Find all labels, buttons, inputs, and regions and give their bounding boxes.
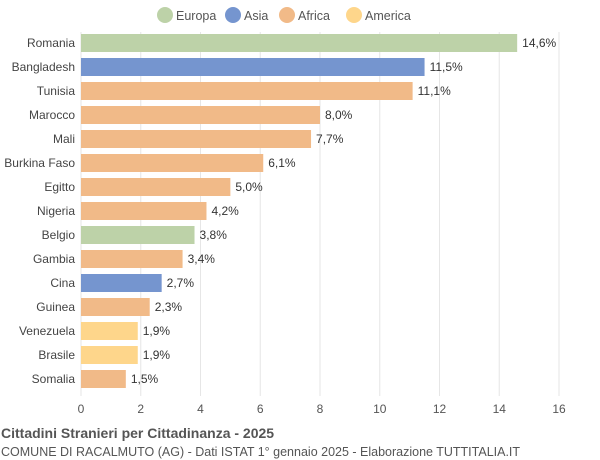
category-label: Venezuela: [19, 324, 75, 338]
data-label: 11,1%: [418, 84, 451, 98]
data-label: 2,7%: [167, 276, 195, 290]
data-label: 5,0%: [235, 180, 263, 194]
category-label: Egitto: [44, 180, 75, 194]
category-label: Somalia: [32, 372, 76, 386]
bar-chart: 0 2 4 6 8 10 12 14 16 Romania 14,6% Bangladesh 11,5%…: [4, 7, 566, 416]
category-label: Nigeria: [37, 204, 75, 218]
bar: [81, 298, 150, 316]
category-label: Gambia: [33, 252, 75, 266]
data-label: 2,3%: [155, 300, 183, 314]
bar: [81, 274, 162, 292]
category-label: Burkina Faso: [4, 156, 75, 170]
bar: [81, 34, 518, 52]
x-tick-label: 12: [433, 402, 447, 416]
x-tick-label: 0: [78, 402, 85, 416]
legend-marker: [225, 7, 241, 23]
category-label: Marocco: [29, 108, 75, 122]
data-label: 1,9%: [143, 324, 171, 338]
category-label: Romania: [27, 36, 75, 50]
data-label: 3,8%: [200, 228, 228, 242]
data-label: 7,7%: [316, 132, 344, 146]
data-label: 1,5%: [131, 372, 159, 386]
bar: [81, 202, 207, 220]
bar: [81, 226, 195, 244]
category-label: Guinea: [36, 300, 75, 314]
category-label: Tunisia: [37, 84, 76, 98]
bar: [81, 322, 138, 340]
category-label: Cina: [50, 276, 75, 290]
x-tick-label: 10: [373, 402, 387, 416]
category-label: Mali: [53, 132, 75, 146]
data-label: 6,1%: [268, 156, 296, 170]
x-tick-label: 6: [257, 402, 264, 416]
bar: [81, 346, 138, 364]
x-tick-label: 4: [197, 402, 204, 416]
bar: [81, 58, 425, 76]
data-label: 1,9%: [143, 348, 171, 362]
bar: [81, 106, 320, 124]
legend-label: America: [365, 9, 411, 23]
data-label: 4,2%: [211, 204, 239, 218]
legend-label: Europa: [176, 9, 216, 23]
x-tick-label: 16: [552, 402, 566, 416]
legend-label: Asia: [244, 9, 268, 23]
x-tick-label: 8: [317, 402, 324, 416]
category-label: Belgio: [42, 228, 76, 242]
bar: [81, 130, 312, 148]
legend-marker: [157, 7, 173, 23]
x-tick-label: 14: [493, 402, 507, 416]
data-label: 11,5%: [430, 60, 463, 74]
legend-marker: [279, 7, 295, 23]
legend-label: Africa: [298, 9, 330, 23]
data-label: 8,0%: [325, 108, 353, 122]
data-label: 3,4%: [188, 252, 216, 266]
bar: [81, 370, 126, 388]
legend-marker: [346, 7, 362, 23]
x-tick-label: 2: [137, 402, 144, 416]
category-label: Bangladesh: [12, 60, 75, 74]
category-label: Brasile: [38, 348, 75, 362]
bar: [81, 250, 183, 268]
chart-title: Cittadini Stranieri per Cittadinanza - 2…: [1, 425, 275, 441]
bar: [81, 154, 264, 172]
bar: [81, 82, 413, 100]
data-label: 14,6%: [522, 36, 556, 50]
bar: [81, 178, 231, 196]
chart-subtitle: COMUNE DI RACALMUTO (AG) - Dati ISTAT 1°…: [1, 445, 521, 459]
